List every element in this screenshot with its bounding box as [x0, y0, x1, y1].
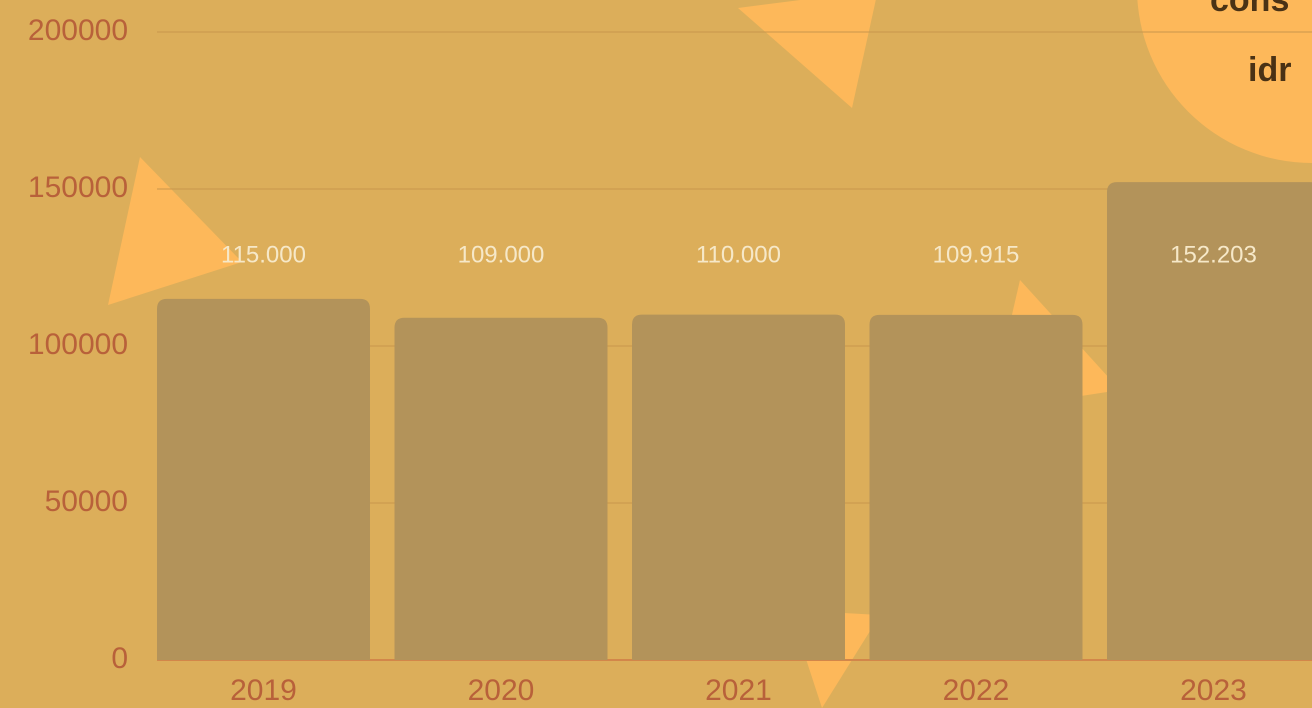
value-label: 109.000	[458, 241, 545, 268]
y-tick-label: 200000	[28, 14, 128, 47]
y-tick-label: 150000	[28, 171, 128, 204]
bar	[157, 299, 370, 660]
x-tick-label: 2019	[230, 674, 297, 707]
x-tick-label: 2020	[468, 674, 535, 707]
y-tick-label: 100000	[28, 328, 128, 361]
value-label: 152.203	[1170, 241, 1257, 268]
x-tick-label: 2023	[1180, 674, 1247, 707]
page: {"chart_data": {"type": "bar", "categori…	[0, 0, 1312, 708]
x-tick-label: 2022	[943, 674, 1010, 707]
value-label: 109.915	[933, 241, 1020, 268]
value-label: 115.000	[221, 241, 306, 268]
annotation: cons	[1210, 0, 1289, 19]
value-label: 110.000	[696, 241, 781, 268]
chart: 0 50000 100000 150000 200000 115.000 2019 109.…	[0, 0, 1312, 708]
bar	[632, 315, 845, 660]
x-tick-label: 2021	[705, 674, 772, 707]
annotation: idr	[1248, 51, 1291, 89]
bar	[395, 318, 608, 660]
y-tick-label: 0	[111, 642, 128, 675]
bar	[870, 315, 1083, 660]
y-tick-label: 50000	[45, 485, 128, 518]
